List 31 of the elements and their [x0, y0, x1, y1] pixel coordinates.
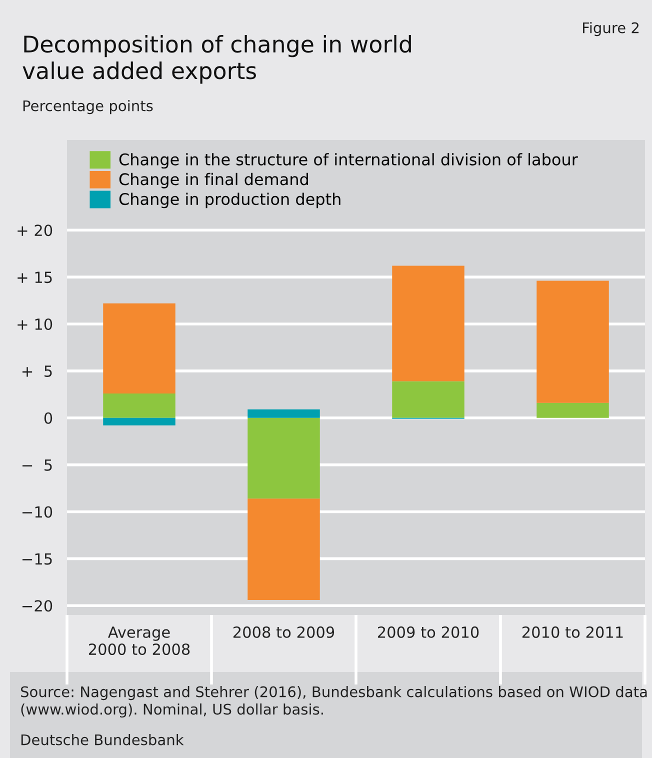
y-tick-label: + 5	[22, 366, 52, 377]
bar	[248, 409, 320, 418]
chart-subtitle: Percentage points	[23, 100, 153, 114]
y-tick-label: −20	[22, 600, 52, 612]
x-tick-label: Average 2000 to 2008	[88, 626, 190, 656]
bar	[536, 402, 609, 418]
bar	[392, 381, 464, 418]
caption: Figure 2	[582, 22, 639, 36]
y-tick-label: 0	[44, 412, 52, 424]
text: Deutsche Bundesbank	[21, 734, 184, 746]
source-note: Source: Nagengast and Stehrer (2016), Bundesbank calculations based on WIOD data (www.wiod.org). Nominal, US dollar basis.	[20, 686, 647, 718]
y-tick-label: −10	[22, 506, 52, 518]
x-tick-label: 2010 to 2011	[522, 626, 623, 638]
legend-label: Change in the structure of international division of labour	[119, 153, 578, 169]
y-tick-label: + 15	[18, 272, 52, 284]
x-tick-label: 2009 to 2010	[378, 626, 479, 638]
y-tick-label: − 5	[22, 459, 52, 471]
y-tick-label: + 10	[18, 318, 52, 330]
bar	[392, 266, 464, 382]
bar	[248, 418, 320, 499]
bar	[536, 280, 609, 403]
bar	[103, 303, 176, 394]
legend-label: Change in final demand	[119, 172, 308, 188]
x-tick-label: 2008 to 2009	[233, 626, 334, 638]
y-tick-label: −15	[22, 553, 52, 565]
bar	[103, 393, 176, 418]
chart-title: Decomposition of change in world value added exports	[22, 35, 411, 84]
bar	[248, 498, 320, 600]
bar	[103, 418, 176, 426]
legend-label: Change in production depth	[119, 192, 340, 208]
y-tick-label: + 20	[18, 224, 52, 236]
